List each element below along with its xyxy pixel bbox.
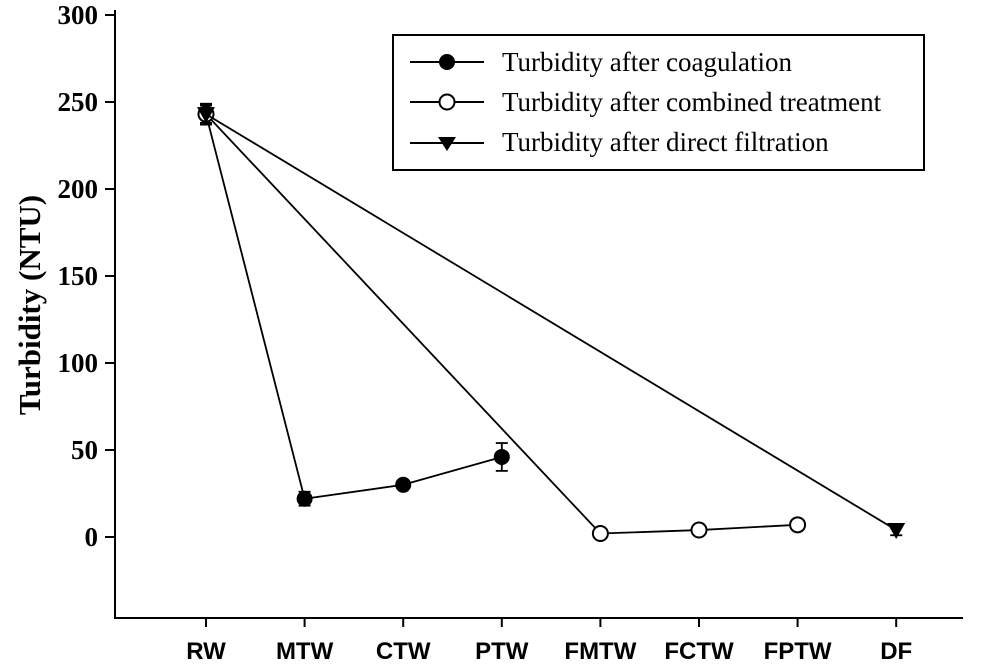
x-tick-label: FCTW [664,638,734,664]
legend-entry-filtration: Turbidity after direct filtration [408,129,913,156]
x-tick-label: PTW [475,638,529,664]
legend-entry-coagulation: Turbidity after coagulation [408,46,913,77]
filled-triangle-marker [197,107,215,124]
y-tick-label: 150 [58,261,99,291]
open-circle-marker [690,521,708,539]
filled-triangle-marker [887,523,906,540]
filled-circle-marker [395,476,412,493]
open-circle-icon [410,93,484,111]
series-line-2 [205,113,897,531]
y-tick-label: 300 [58,0,99,30]
x-tick-label: RW [186,638,226,664]
legend-entry-combined: Turbidity after combined treatment [408,86,913,117]
x-tick-label: MTW [276,638,334,664]
filled-circle-icon [410,54,484,71]
x-tick-label: DF [880,638,912,664]
legend-label-filtration: Turbidity after direct filtration [502,127,829,158]
open-circle-marker [591,525,609,543]
legend: Turbidity after coagulation Turbidity af… [392,34,925,171]
x-tick-label: CTW [376,638,431,664]
y-axis-label: Turbidity (NTU) [12,194,47,416]
filled-circle-marker [296,490,313,507]
series-line-1 [205,113,798,535]
y-tick-label: 200 [58,174,99,204]
x-tick-label: FMTW [564,638,636,664]
legend-label-combined: Turbidity after combined treatment [502,86,882,117]
y-tick-label: 50 [71,435,98,465]
y-tick-label: 250 [58,87,99,117]
legend-label-coagulation: Turbidity after coagulation [502,46,792,77]
filled-triangle-icon [410,136,484,151]
filled-circle-marker [493,448,510,465]
y-tick-label: 100 [58,348,99,378]
series-line-0 [205,113,503,500]
x-tick-label: FPTW [764,638,832,664]
y-tick-label: 0 [85,522,99,552]
open-circle-marker [789,516,807,534]
